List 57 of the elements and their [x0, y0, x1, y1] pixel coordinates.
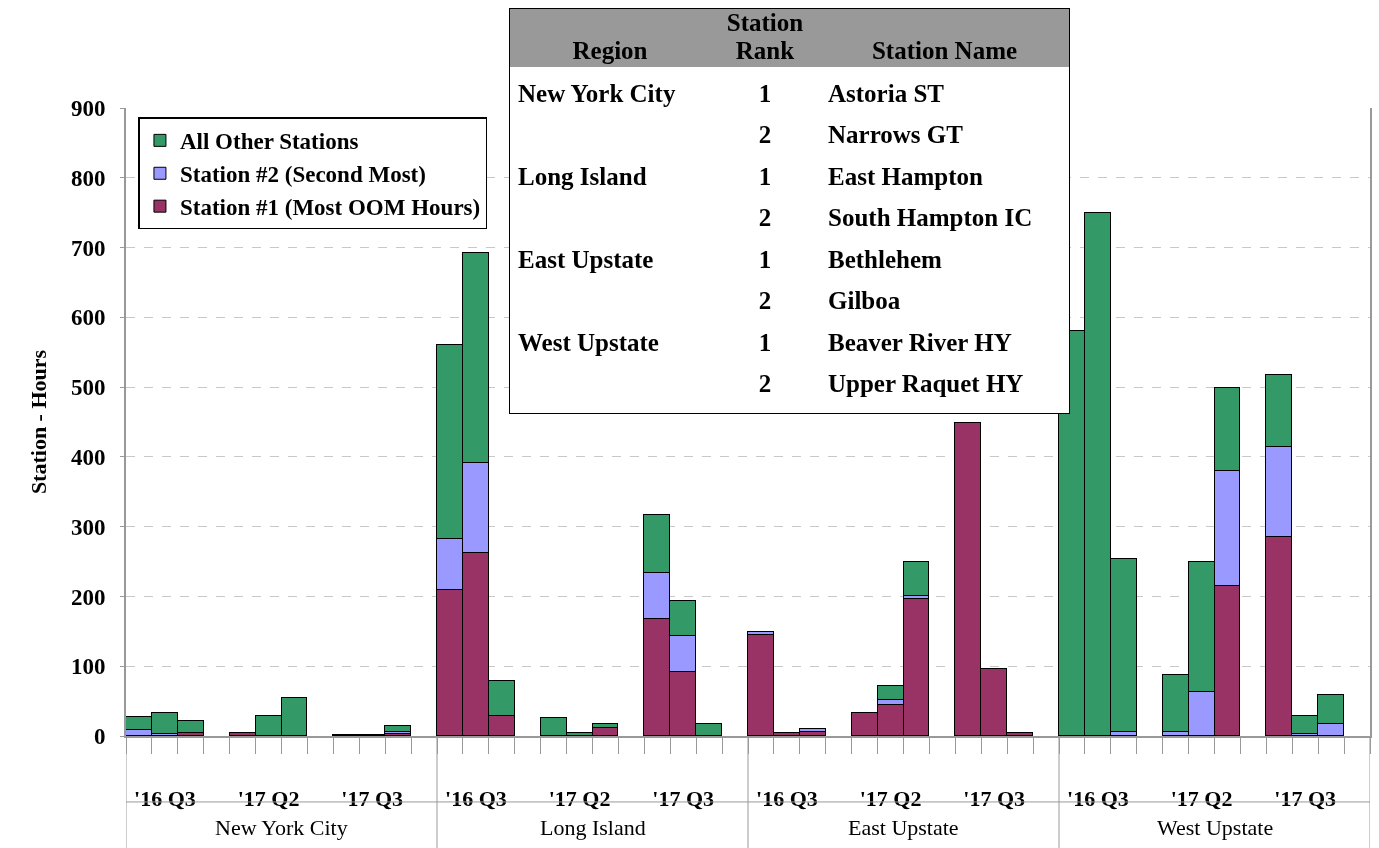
annotation: 2: [757, 204, 773, 233]
x-tick-label: '17 Q2: [1170, 786, 1233, 812]
y-tick-label: 500: [70, 375, 106, 401]
text: Region: [571, 37, 649, 65]
text: West Upstate: [1157, 815, 1274, 840]
annotation: 1: [757, 245, 773, 274]
annotation: Long Island: [517, 162, 648, 191]
x-tick-label: '16 Q3: [1067, 786, 1129, 812]
annotation: Beaver River HY: [827, 328, 1013, 357]
y-tick-label: 200: [70, 584, 106, 610]
annotation: West Upstate: [517, 328, 660, 357]
bar: [384, 725, 411, 732]
x-tick-label: '17 Q3: [652, 786, 715, 812]
annotation: Upper Raquet HY: [827, 370, 1025, 399]
bar: [799, 728, 826, 732]
text: New York City: [215, 815, 348, 840]
text: Station: [725, 9, 805, 37]
text: Station Name: [870, 37, 1019, 65]
text: Rank: [734, 37, 796, 65]
annotation: 2: [757, 370, 773, 399]
y-tick-label: 700: [70, 235, 106, 261]
text: New York City: [517, 79, 677, 108]
y-tick-label: 300: [70, 514, 106, 540]
x-tick-label: '16 Q3: [445, 786, 507, 812]
annotation: 2: [757, 287, 773, 316]
annotation: East Hampton: [827, 162, 984, 191]
y-tick-label: 0: [93, 724, 106, 750]
annotation: Bethlehem: [827, 245, 943, 274]
y-tick-label: 800: [70, 165, 106, 191]
y-tick-label: 600: [70, 305, 106, 331]
x-tick-label: '17 Q3: [341, 786, 404, 812]
y-axis-title: Station - Hours: [26, 349, 52, 495]
text: East Upstate: [848, 815, 959, 840]
x-tick-label: '17 Q2: [237, 786, 300, 812]
annotation: 2: [757, 121, 773, 150]
annotation: Gilboa: [827, 287, 902, 316]
x-tick-label: '17 Q3: [963, 786, 1026, 812]
x-tick-label: '16 Q3: [134, 786, 196, 812]
x-tick-label: '16 Q3: [756, 786, 818, 812]
bar: [903, 561, 929, 596]
x-tick-label: '17 Q3: [1274, 786, 1337, 812]
annotation: South Hampton IC: [827, 204, 1034, 233]
legend-label: Station #2 (Second Most): [179, 162, 426, 188]
legend-label: All Other Stations: [179, 129, 359, 155]
y-tick-label: 400: [70, 444, 106, 470]
annotation: Narrows GT: [827, 121, 964, 150]
annotation: 1: [757, 328, 773, 357]
legend-label: Station #1 (Most OOM Hours): [179, 195, 481, 221]
y-tick-label: 900: [70, 96, 106, 122]
text: Long Island: [540, 815, 646, 840]
annotation: 1: [757, 162, 773, 191]
text: 1: [757, 79, 773, 108]
y-tick-label: 100: [70, 654, 106, 680]
text: Astoria ST: [827, 79, 945, 108]
annotation: East Upstate: [517, 245, 655, 274]
x-tick-label: '17 Q2: [859, 786, 922, 812]
x-tick-label: '17 Q2: [548, 786, 611, 812]
